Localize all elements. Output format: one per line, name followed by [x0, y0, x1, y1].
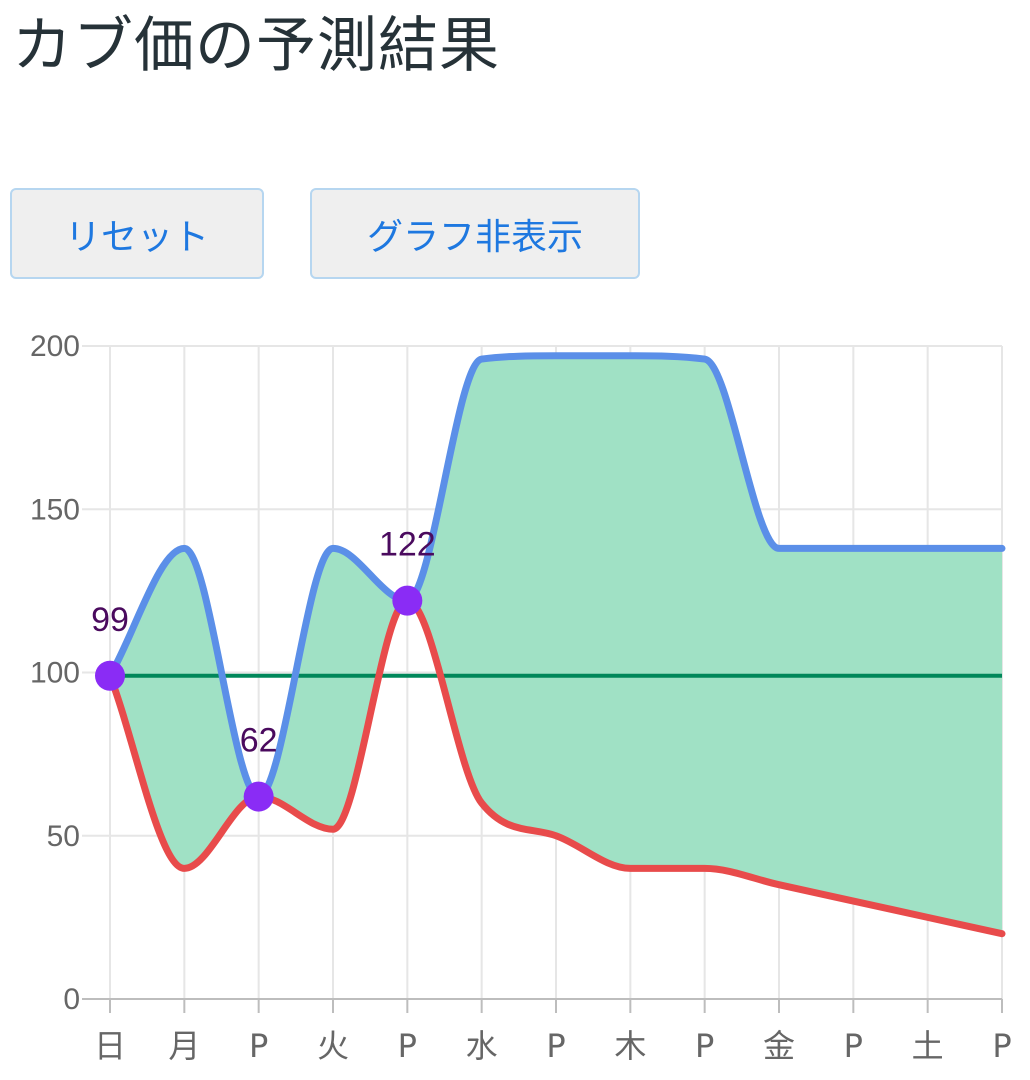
x-tick-label: P: [249, 1027, 268, 1065]
x-tick-label: 金: [763, 1027, 795, 1065]
page-title: カブ価の予測結果: [12, 11, 500, 81]
price-forecast-chart: 0 50 100 150 200 日 月 P 火 P 水 P 木 P 金 P 土 P 99 62 122: [30, 330, 1012, 1065]
x-tick-label: P: [398, 1027, 417, 1065]
price-range-area: [110, 355, 1002, 934]
x-tick-label: P: [695, 1027, 714, 1065]
x-tick-label: 火: [317, 1027, 349, 1065]
min-price-line: [106, 597, 1006, 938]
known-price-label: 62: [240, 722, 278, 760]
reset-button[interactable]: リセット: [10, 188, 264, 279]
known-price-point: [392, 585, 423, 616]
x-tick-label: P: [844, 1027, 863, 1065]
y-tick-label: 0: [63, 983, 80, 1016]
known-price-label: 99: [91, 601, 129, 639]
x-tick-label: 日: [94, 1027, 126, 1065]
toggle-graph-button[interactable]: グラフ非表示: [310, 188, 640, 279]
known-price-point: [95, 660, 125, 691]
x-tick-label: 木: [614, 1027, 646, 1065]
x-tick-label: 水: [466, 1027, 498, 1065]
x-tick-label: P: [992, 1027, 1011, 1065]
max-price-line: [106, 352, 1006, 801]
known-price-label: 122: [379, 526, 436, 564]
y-tick-label: 100: [30, 657, 80, 690]
x-tick-label: 土: [912, 1027, 944, 1065]
x-tick-label: P: [546, 1027, 565, 1065]
y-tick-label: 200: [30, 330, 80, 363]
known-price-point: [243, 781, 274, 812]
y-tick-label: 150: [30, 493, 80, 526]
x-tick-label: 月: [168, 1027, 200, 1065]
y-tick-label: 50: [47, 820, 80, 853]
